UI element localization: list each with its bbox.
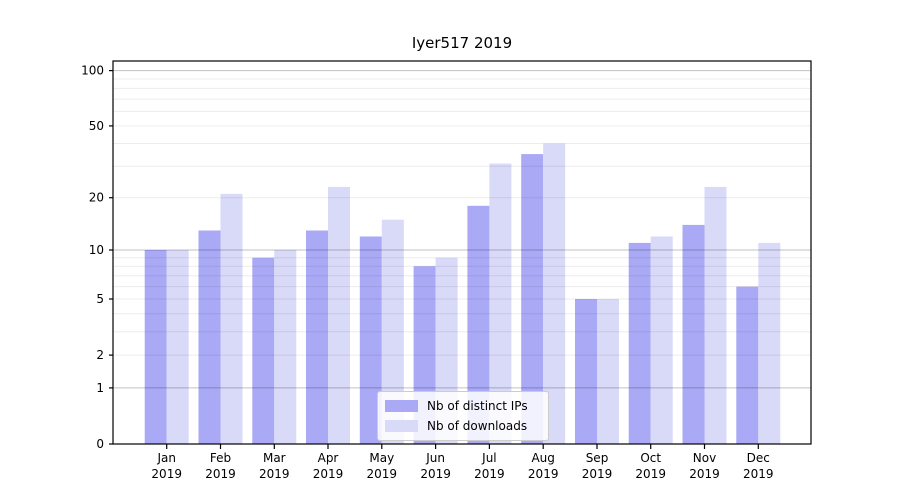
bar-downloads-aug bbox=[543, 143, 566, 444]
bar-distinct-ips-dec bbox=[736, 286, 759, 444]
bar-downloads-jul bbox=[489, 163, 512, 444]
y-tick-label: 20 bbox=[89, 191, 104, 205]
x-tick-label-month: Jan bbox=[156, 451, 176, 465]
x-tick-label-month: Jul bbox=[481, 451, 496, 465]
y-tick-label: 5 bbox=[96, 292, 104, 306]
legend-label-distinct-ips: Nb of distinct IPs bbox=[427, 399, 528, 413]
x-tick-label-year: 2019 bbox=[205, 467, 236, 481]
x-tick-label-year: 2019 bbox=[420, 467, 451, 481]
x-tick-label-year: 2019 bbox=[259, 467, 290, 481]
y-tick-label: 1 bbox=[96, 381, 104, 395]
bar-distinct-ips-sep bbox=[575, 299, 597, 444]
legend: Nb of distinct IPs Nb of downloads bbox=[377, 391, 549, 441]
bar-downloads-oct bbox=[650, 236, 673, 444]
x-tick-label-month: Aug bbox=[531, 451, 554, 465]
x-tick-label-year: 2019 bbox=[635, 467, 666, 481]
plot-frame bbox=[112, 60, 812, 445]
bar-distinct-ips-may bbox=[359, 236, 382, 444]
x-tick-label-month: Sep bbox=[586, 451, 609, 465]
x-tick-label-month: May bbox=[369, 451, 394, 465]
x-tick-label-month: Feb bbox=[210, 451, 231, 465]
chart-title: Iyer517 2019 bbox=[411, 34, 513, 52]
x-tick-label-year: 2019 bbox=[151, 467, 182, 481]
x-tick-label-month: Dec bbox=[747, 451, 770, 465]
x-tick-label-month: Jun bbox=[425, 451, 445, 465]
bar-downloads-mar bbox=[274, 250, 297, 444]
bar-distinct-ips-jul bbox=[467, 205, 490, 444]
x-tick-label-year: 2019 bbox=[528, 467, 559, 481]
x-tick-label-month: Apr bbox=[318, 451, 339, 465]
legend-item-downloads: Nb of downloads bbox=[378, 419, 548, 433]
y-tick-label: 50 bbox=[89, 119, 104, 133]
y-tick-label: 10 bbox=[89, 243, 104, 257]
y-tick-label: 100 bbox=[81, 64, 104, 78]
bar-downloads-sep bbox=[597, 299, 619, 444]
bar-distinct-ips-nov bbox=[682, 224, 705, 444]
bar-downloads-nov bbox=[704, 186, 727, 444]
legend-swatch-downloads bbox=[385, 420, 418, 432]
x-tick-label-year: 2019 bbox=[474, 467, 505, 481]
bar-distinct-ips-feb bbox=[198, 230, 221, 444]
bar-downloads-feb bbox=[220, 193, 243, 444]
x-tick-label-year: 2019 bbox=[367, 467, 398, 481]
bar-downloads-jan bbox=[166, 250, 189, 444]
bar-distinct-ips-apr bbox=[306, 230, 328, 444]
x-tick-label-month: Nov bbox=[693, 451, 716, 465]
bar-distinct-ips-aug bbox=[521, 154, 544, 444]
bar-downloads-apr bbox=[328, 186, 350, 444]
legend-label-downloads: Nb of downloads bbox=[427, 419, 528, 433]
x-tick-label-year: 2019 bbox=[313, 467, 344, 481]
x-tick-label-year: 2019 bbox=[743, 467, 774, 481]
legend-swatch-distinct-ips bbox=[385, 400, 418, 412]
bar-downloads-may bbox=[381, 219, 404, 444]
bar-distinct-ips-mar bbox=[252, 257, 275, 444]
y-tick-label: 2 bbox=[96, 348, 104, 362]
y-tick-label: 0 bbox=[96, 437, 104, 451]
x-tick-label-month: Oct bbox=[640, 451, 661, 465]
x-tick-label-year: 2019 bbox=[689, 467, 720, 481]
bar-downloads-dec bbox=[758, 242, 781, 444]
x-tick-label-month: Mar bbox=[263, 451, 286, 465]
legend-item-distinct-ips: Nb of distinct IPs bbox=[378, 399, 548, 413]
bar-distinct-ips-jan bbox=[144, 250, 167, 444]
bar-distinct-ips-oct bbox=[628, 242, 651, 444]
x-tick-label-year: 2019 bbox=[582, 467, 613, 481]
